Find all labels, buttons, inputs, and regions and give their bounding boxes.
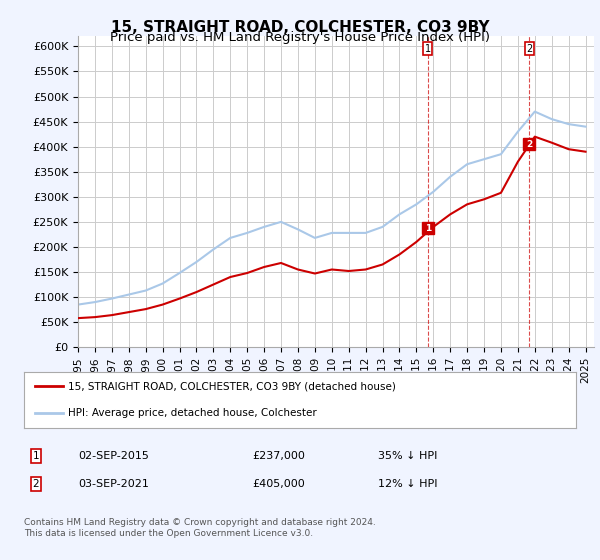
Text: 1: 1 <box>425 224 431 233</box>
Text: 03-SEP-2021: 03-SEP-2021 <box>78 479 149 489</box>
Text: Contains HM Land Registry data © Crown copyright and database right 2024.
This d: Contains HM Land Registry data © Crown c… <box>24 518 376 538</box>
Text: 35% ↓ HPI: 35% ↓ HPI <box>378 451 437 461</box>
Text: 2: 2 <box>526 44 532 54</box>
Text: 02-SEP-2015: 02-SEP-2015 <box>78 451 149 461</box>
Text: £237,000: £237,000 <box>252 451 305 461</box>
Text: 12% ↓ HPI: 12% ↓ HPI <box>378 479 437 489</box>
Text: 2: 2 <box>526 139 532 148</box>
Text: £405,000: £405,000 <box>252 479 305 489</box>
Text: 2: 2 <box>32 479 40 489</box>
Text: 15, STRAIGHT ROAD, COLCHESTER, CO3 9BY (detached house): 15, STRAIGHT ROAD, COLCHESTER, CO3 9BY (… <box>68 381 396 391</box>
Text: 1: 1 <box>425 44 431 54</box>
Text: HPI: Average price, detached house, Colchester: HPI: Average price, detached house, Colc… <box>68 408 317 418</box>
Text: 15, STRAIGHT ROAD, COLCHESTER, CO3 9BY: 15, STRAIGHT ROAD, COLCHESTER, CO3 9BY <box>111 20 489 35</box>
Text: 1: 1 <box>32 451 40 461</box>
Text: Price paid vs. HM Land Registry's House Price Index (HPI): Price paid vs. HM Land Registry's House … <box>110 31 490 44</box>
